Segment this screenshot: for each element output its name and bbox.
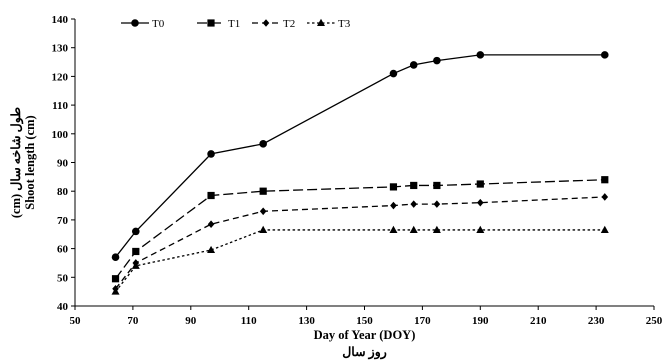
y-axis-title: Shoot length (cm) (23, 115, 37, 209)
data-point (111, 253, 120, 262)
legend-item-t0: T0 (121, 18, 165, 30)
legend-label: T0 (152, 18, 165, 30)
y-tick-label: 70 (57, 215, 69, 227)
x-tick-label: 50 (70, 315, 82, 327)
y-tick-label: 120 (52, 71, 69, 83)
data-point (111, 275, 120, 283)
series-line-t1 (115, 179, 605, 280)
data-point (410, 200, 418, 208)
data-point (476, 180, 484, 188)
x-tick-label: 130 (298, 315, 315, 327)
data-point (432, 225, 441, 233)
x-tick-label: 250 (646, 315, 663, 327)
x-axis-ticks: 50 70 90 110 130 150 170 190 210 230 250 (70, 306, 663, 327)
data-point (389, 183, 398, 191)
legend-label: T2 (283, 18, 295, 30)
y-tick-label: 110 (52, 100, 68, 112)
x-axis-title: Day of Year (DOY) (314, 328, 416, 342)
y-tick-label: 50 (57, 272, 69, 284)
series-line-t3 (115, 229, 605, 293)
legend-label: T1 (228, 18, 240, 30)
data-point (433, 56, 441, 65)
legend-item-t1: T1 (197, 18, 240, 30)
data-point (409, 61, 418, 69)
data-point (433, 181, 441, 190)
series-line-t2 (115, 196, 605, 290)
y-tick-label: 80 (57, 186, 69, 198)
data-point (207, 191, 215, 200)
legend-label: T3 (338, 18, 351, 30)
data-point (259, 225, 268, 233)
series-t3 (111, 225, 609, 295)
data-point (259, 140, 267, 148)
x-axis-title-secondary: روز سال (342, 345, 387, 360)
data-point (207, 150, 215, 158)
y-tick-label: 140 (52, 14, 69, 26)
y-tick-label: 40 (57, 301, 69, 313)
x-tick-label: 170 (414, 315, 431, 327)
data-point (132, 247, 140, 256)
data-point (259, 187, 267, 195)
data-point (600, 51, 609, 59)
x-tick-label: 230 (588, 315, 605, 327)
series-t1 (111, 176, 609, 283)
legend-item-t3: T3 (307, 18, 351, 30)
data-point (409, 225, 418, 233)
legend-marker (131, 19, 139, 27)
x-tick-label: 70 (127, 315, 139, 327)
x-tick-label: 210 (530, 315, 547, 327)
legend-marker (317, 18, 325, 26)
y-axis-title-secondary: طول شاخه سال (cm) (9, 107, 24, 218)
data-point (259, 207, 267, 216)
data-point (601, 193, 609, 201)
series-layer (111, 51, 609, 295)
data-point (389, 225, 398, 233)
data-point (433, 200, 441, 208)
data-point (111, 287, 120, 295)
data-point (131, 227, 140, 236)
data-point (476, 225, 485, 233)
y-axis-ticks: 40 50 60 70 80 90 100 110 120 130 140 (52, 14, 75, 313)
y-tick-label: 60 (57, 244, 69, 256)
y-tick-label: 130 (52, 43, 69, 55)
data-point (389, 69, 398, 78)
legend-marker (207, 19, 215, 27)
legend: T0 T1 T2 T3 (121, 18, 351, 30)
x-tick-label: 90 (185, 315, 197, 327)
legend-item-t2: T2 (252, 18, 295, 30)
data-point (600, 225, 609, 233)
data-point (477, 198, 484, 207)
data-point (207, 245, 216, 254)
data-point (601, 176, 609, 184)
series-t2 (112, 193, 609, 293)
data-point (390, 201, 397, 210)
series-t0 (111, 51, 609, 262)
x-tick-label: 150 (356, 315, 373, 327)
data-point (207, 220, 215, 229)
y-tick-label: 100 (52, 129, 69, 141)
legend-marker (262, 19, 270, 27)
x-tick-label: 190 (472, 315, 489, 327)
data-point (476, 51, 485, 59)
data-point (410, 181, 418, 190)
data-point (131, 261, 140, 269)
series-line-t0 (115, 54, 605, 258)
y-tick-label: 90 (57, 158, 69, 170)
x-tick-label: 110 (241, 315, 257, 327)
